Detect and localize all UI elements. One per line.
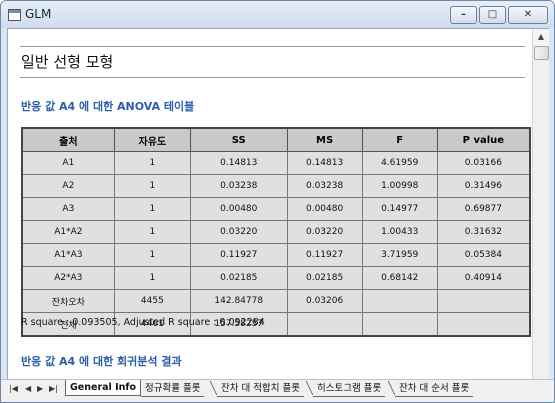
column-header-ms: MS: [286, 127, 363, 152]
column-header-p-value: P value: [436, 127, 531, 152]
cell-f: 1.00433: [361, 220, 438, 244]
maximize-button[interactable]: □: [479, 6, 506, 24]
tab-normal-probability-plot[interactable]: 정규확률 플롯: [141, 381, 205, 397]
scrollbar-thumb[interactable]: [534, 46, 549, 60]
regression-section-title: 반응 값 A4 에 대한 회귀분석 결과: [21, 355, 182, 368]
cell-df: 1: [113, 243, 191, 267]
cell-df: 1: [113, 151, 191, 175]
cell-p-value: 0.05384: [436, 243, 531, 267]
table-row: A2 1 0.03238 0.03238 1.00998 0.31496: [21, 174, 531, 198]
cell-source: A1*A2: [21, 220, 115, 244]
table-row: A2*A3 1 0.02185 0.02185 0.68142 0.40914: [21, 266, 531, 290]
cell-ss: 0.03220: [189, 220, 288, 244]
cell-p-value: 0.03166: [436, 151, 531, 175]
cell-f: 4.61959: [361, 151, 438, 175]
report-content: 일반 선형 모형 반응 값 A4 에 대한 ANOVA 테이블 출처 자유도 S…: [8, 29, 531, 379]
cell-source: A1*A3: [21, 243, 115, 267]
next-tab-icon[interactable]: ▶: [37, 384, 44, 393]
cell-p-value: [436, 289, 531, 313]
window-title: GLM: [25, 7, 52, 21]
column-header-f: F: [361, 127, 438, 152]
vertical-scrollbar[interactable]: ▲: [532, 29, 549, 379]
cell-ss: 0.11927: [189, 243, 288, 267]
cell-df: 1: [113, 266, 191, 290]
window-icon: [8, 9, 21, 21]
cell-p-value: 0.31496: [436, 174, 531, 198]
tab-general-info[interactable]: General Info: [65, 380, 142, 396]
last-tab-icon[interactable]: ▶|: [49, 384, 58, 393]
cell-source: A2*A3: [21, 266, 115, 290]
title-bar[interactable]: GLM – □ ✕: [1, 1, 554, 28]
column-header-df: 자유도: [113, 127, 191, 152]
cell-df: 1: [113, 174, 191, 198]
cell-source: A1: [21, 151, 115, 175]
cell-source: 잔차오차: [21, 289, 115, 313]
scroll-up-icon[interactable]: ▲: [533, 29, 549, 45]
tab-histogram-plot[interactable]: 히스토그램 플롯: [313, 381, 386, 397]
cell-p-value: 0.40914: [436, 266, 531, 290]
cell-ss: 0.14813: [189, 151, 288, 175]
cell-f: 0.68142: [361, 266, 438, 290]
cell-ms: 0.14813: [286, 151, 363, 175]
previous-tab-icon[interactable]: ◀: [25, 384, 32, 393]
cell-f: 0.14977: [361, 197, 438, 221]
close-button[interactable]: ✕: [508, 6, 548, 24]
table-row: A1 1 0.14813 0.14813 4.61959 0.03166: [21, 151, 531, 175]
cell-source: A2: [21, 174, 115, 198]
title-divider: [20, 77, 525, 78]
window-controls: – □ ✕: [450, 6, 548, 24]
cell-f: [361, 312, 438, 337]
tab-residual-vs-order-plot[interactable]: 잔차 대 순서 플롯: [395, 381, 474, 397]
cell-source: 전체: [21, 312, 115, 337]
cell-f: [361, 289, 438, 313]
cell-source: A3: [21, 197, 115, 221]
report-viewer: 일반 선형 모형 반응 값 A4 에 대한 ANOVA 테이블 출처 자유도 S…: [7, 28, 549, 380]
first-tab-icon[interactable]: |◀: [9, 384, 18, 393]
cell-ms: [286, 312, 363, 337]
tab-residual-vs-fit-plot[interactable]: 잔차 대 적합치 플롯: [217, 381, 304, 397]
cell-df: 4455: [113, 289, 191, 313]
anova-table: 출처 자유도 SS MS F P value A1 1 0.14813 0.14…: [21, 127, 531, 337]
minimize-button[interactable]: –: [450, 6, 477, 24]
cell-ss: 0.03238: [189, 174, 288, 198]
sheet-tab-bar: |◀ ◀ ▶ ▶| General Info 정규확률 플롯 잔차 대 적합치 …: [1, 379, 554, 402]
cell-ms: 0.03220: [286, 220, 363, 244]
cell-ss: 0.02185: [189, 266, 288, 290]
cell-ms: 0.03238: [286, 174, 363, 198]
cell-ms: 0.00480: [286, 197, 363, 221]
r-square-summary: R square : 0.093505, Adjusted R square :…: [21, 317, 265, 328]
table-row: A1*A3 1 0.11927 0.11927 3.71959 0.05384: [21, 243, 531, 267]
table-header-row: 출처 자유도 SS MS F P value: [21, 127, 531, 152]
cell-df: 1: [113, 220, 191, 244]
cell-p-value: 0.69877: [436, 197, 531, 221]
cell-f: 3.71959: [361, 243, 438, 267]
anova-section-title: 반응 값 A4 에 대한 ANOVA 테이블: [21, 100, 195, 113]
cell-p-value: [436, 312, 531, 337]
page-title: 일반 선형 모형: [21, 53, 114, 71]
cell-df: 1: [113, 197, 191, 221]
cell-df: 4461: [113, 312, 191, 337]
cell-p-value: 0.31632: [436, 220, 531, 244]
cell-ss: 142.84778: [189, 289, 288, 313]
cell-f: 1.00998: [361, 174, 438, 198]
table-row: A1*A2 1 0.03220 0.03220 1.00433 0.31632: [21, 220, 531, 244]
cell-ms: 0.03206: [286, 289, 363, 313]
table-row: 잔차오차 4455 142.84778 0.03206: [21, 289, 531, 313]
top-divider: [20, 46, 525, 47]
cell-ms: 0.02185: [286, 266, 363, 290]
column-header-source: 출처: [21, 127, 115, 152]
cell-ss: 0.00480: [189, 197, 288, 221]
cell-ss: 157.58257: [189, 312, 288, 337]
column-header-ss: SS: [189, 127, 288, 152]
cell-ms: 0.11927: [286, 243, 363, 267]
table-row: A3 1 0.00480 0.00480 0.14977 0.69877: [21, 197, 531, 221]
table-row: 전체 4461 157.58257: [21, 312, 531, 337]
